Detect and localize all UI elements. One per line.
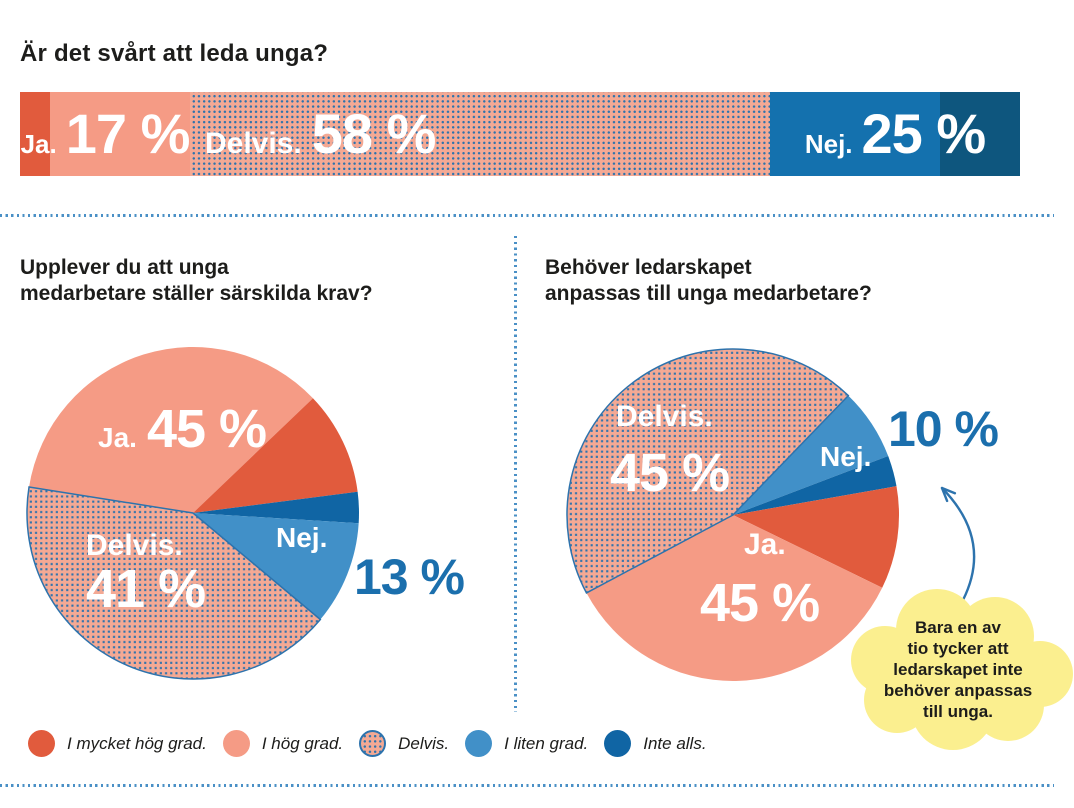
bar-segment <box>20 92 50 176</box>
bubble-line-1: Bara en av <box>915 618 1001 637</box>
legend: I mycket hög grad. I hög grad. Delvis. I… <box>28 730 707 757</box>
question-right-line1: Behöver ledarskapet <box>545 256 752 280</box>
legend-item-hog: I hög grad. <box>222 730 344 757</box>
legend-item-mycket-hog: I mycket hög grad. <box>28 730 207 757</box>
pie-slice <box>733 395 889 515</box>
pie-chart-right <box>566 348 900 681</box>
bar-segment <box>940 92 1020 176</box>
legend-item-delvis: Delvis. <box>359 730 449 757</box>
pie-slice <box>26 486 322 680</box>
dotted-divider-bottom <box>0 784 1054 787</box>
pie-chart-left <box>26 346 359 680</box>
legend-swatch-hog-icon <box>222 730 250 757</box>
bar-segment <box>190 92 770 176</box>
pie-left-label-nej: Nej. <box>276 522 328 553</box>
pie-slice <box>29 346 313 513</box>
page-title: Är det svårt att leda unga? <box>20 40 329 68</box>
pie-right-value-ja: 45 % <box>700 573 820 633</box>
pie-right-label-nej: Nej. <box>820 441 872 472</box>
pie-slice <box>586 515 883 681</box>
question-title-right: Behöver ledarskapet anpassas till unga m… <box>545 255 872 307</box>
legend-item-inte-alls: Inte alls. <box>604 730 707 757</box>
bubble-line-4: behöver anpassas <box>883 681 1033 700</box>
question-left-line1: Upplever du att unga <box>20 256 229 280</box>
legend-label-mycket-hog: I mycket hög grad. <box>67 733 207 753</box>
pie-left-ja-text: Ja. <box>98 422 137 453</box>
pie-left-value-delvis: 41 % <box>86 559 206 619</box>
pie-slice <box>193 513 359 620</box>
dotted-divider-vertical <box>514 236 517 712</box>
bubble-line-5: till unga. <box>923 702 993 721</box>
question-title-left: Upplever du att unga medarbetare ställer… <box>20 255 373 307</box>
pie-left-label-delvis: Delvis. <box>86 529 183 562</box>
stacked-bar <box>20 92 1020 176</box>
question-left-line2: medarbetare ställer särskilda krav? <box>20 282 373 306</box>
pie-slice <box>193 398 358 513</box>
pie-right-label-delvis: Delvis. <box>616 400 713 433</box>
pie-right-value-delvis: 45 % <box>610 443 730 503</box>
pie-left-ja-value: 45 % <box>146 399 267 459</box>
legend-swatch-mycket-hog-icon <box>28 730 55 757</box>
bubble-line-2: tio tycker att <box>907 639 1009 658</box>
bar-segment <box>50 92 190 176</box>
speech-cloud-text: Bara en av tio tycker att ledarskapet in… <box>858 617 1058 722</box>
legend-item-liten: I liten grad. <box>465 730 588 757</box>
pie-left-value-nej: 13 % <box>354 549 465 605</box>
pie-left-label-ja: Ja. 45 % <box>98 399 267 459</box>
legend-label-hog: I hög grad. <box>261 733 344 753</box>
question-right-line2: anpassas till unga medarbetare? <box>545 282 872 306</box>
pie-slice <box>733 486 900 588</box>
legend-label-delvis: Delvis. <box>398 733 450 753</box>
pie-slice <box>733 456 897 515</box>
bubble-line-3: ledarskapet inte <box>893 660 1023 679</box>
legend-swatch-delvis-icon <box>359 730 387 757</box>
arrow-to-nej-value-icon <box>940 486 976 602</box>
speech-cloud-icon <box>851 589 1073 750</box>
legend-swatch-inte-alls-icon <box>604 730 632 757</box>
bar-segment <box>770 92 940 176</box>
pie-right-label-ja: Ja. <box>744 528 786 561</box>
legend-label-liten: I liten grad. <box>504 733 589 753</box>
pie-right-value-nej: 10 % <box>888 401 999 457</box>
legend-label-inte-alls: Inte alls. <box>643 733 707 753</box>
dotted-divider-top <box>0 214 1054 217</box>
pie-slice <box>193 491 359 524</box>
legend-swatch-liten-icon <box>465 730 493 757</box>
pie-slice <box>566 348 850 594</box>
